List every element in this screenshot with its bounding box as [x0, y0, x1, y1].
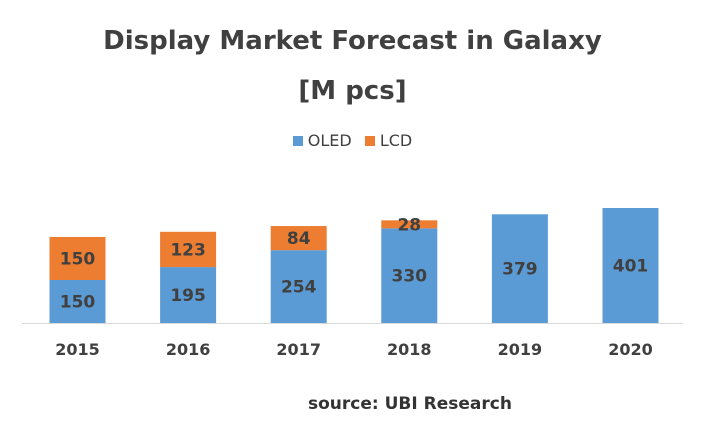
data-label-oled-2020: 401: [613, 256, 649, 276]
bar-oled-2020: [602, 207, 659, 323]
x-tick-2018: 2018: [387, 340, 432, 359]
source-note: source: UBI Research: [308, 394, 512, 414]
legend: OLED LCD: [0, 131, 705, 150]
data-label-oled-2019: 379: [502, 260, 538, 280]
legend-item-lcd: LCD: [364, 131, 413, 150]
data-label-lcd-2015: 150: [60, 249, 96, 269]
data-label-lcd-2018: 28: [397, 215, 421, 235]
data-label-oled-2018: 330: [392, 267, 428, 287]
data-label-oled-2017: 254: [281, 278, 317, 298]
bar-oled-2015: [49, 279, 106, 323]
legend-item-oled: OLED: [292, 131, 352, 150]
legend-label-oled: OLED: [307, 131, 352, 150]
legend-swatch-oled: [292, 136, 303, 146]
x-tick-2017: 2017: [276, 340, 321, 359]
bar-oled-2017: [270, 250, 327, 323]
bar-oled-2016: [160, 267, 217, 323]
chart-title: Display Market Forecast in Galaxy: [103, 26, 602, 56]
chart-subtitle: [M pcs]: [298, 76, 407, 106]
x-tick-2020: 2020: [608, 340, 653, 359]
bar-lcd-2018: [381, 220, 438, 229]
bar-lcd-2015: [49, 236, 106, 280]
data-label-oled-2015: 150: [60, 292, 96, 312]
x-tick-2016: 2016: [166, 340, 211, 359]
data-label-oled-2016: 195: [170, 286, 206, 306]
bar-lcd-2017: [270, 226, 327, 251]
legend-label-lcd: LCD: [379, 131, 413, 150]
bar-oled-2019: [491, 214, 548, 323]
legend-swatch-lcd: [364, 136, 375, 146]
x-tick-2019: 2019: [498, 340, 543, 359]
data-label-lcd-2016: 123: [170, 240, 206, 260]
bar-oled-2018: [381, 228, 438, 323]
x-tick-2015: 2015: [55, 340, 100, 359]
data-label-lcd-2017: 84: [287, 229, 311, 249]
bar-lcd-2016: [160, 231, 217, 268]
